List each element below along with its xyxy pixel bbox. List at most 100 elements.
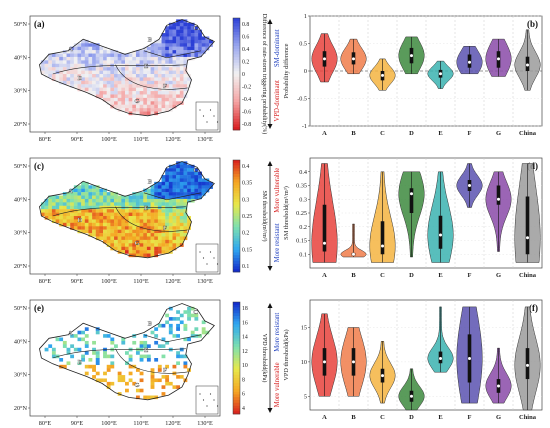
map-pixel xyxy=(168,39,173,44)
colorbar-segment xyxy=(233,207,240,211)
map-pixel xyxy=(176,327,180,331)
map-pixel xyxy=(154,378,159,383)
map-pixel xyxy=(179,175,184,179)
map-pixel xyxy=(92,84,96,88)
map-pixel xyxy=(146,198,151,203)
map-pixel xyxy=(73,80,78,85)
map-pixel xyxy=(161,50,166,54)
map-pixel xyxy=(51,347,56,352)
map-pixel xyxy=(66,192,71,196)
map-pixel xyxy=(99,209,104,213)
map-pixel xyxy=(135,50,140,54)
map-pixel xyxy=(121,222,126,227)
colorbar-segment xyxy=(233,210,240,214)
map-pixel xyxy=(95,327,100,331)
colorbar-segment xyxy=(233,377,240,381)
map-pixel xyxy=(70,77,75,82)
map-pixel xyxy=(146,60,151,64)
colorbar-segment xyxy=(233,68,240,72)
map-pixel xyxy=(117,216,122,220)
map-pixel xyxy=(135,111,140,116)
map-pixel xyxy=(139,354,144,359)
map-pixel xyxy=(73,188,78,193)
map-pixel xyxy=(172,198,177,203)
map-pixel xyxy=(48,74,53,78)
iqr-box xyxy=(380,221,385,255)
map-pixel xyxy=(146,104,151,109)
map-pixel xyxy=(121,233,126,237)
y-axis-label: VPD threshold(kPa) xyxy=(283,329,290,380)
map-pixel xyxy=(121,91,126,95)
map-pixel xyxy=(135,94,140,99)
map-pixel xyxy=(77,60,82,64)
map-pixel xyxy=(190,313,195,318)
map-pixel xyxy=(161,209,166,213)
map-pixel xyxy=(95,229,100,234)
map-pixel xyxy=(84,185,89,189)
map-pixel xyxy=(59,358,64,362)
map-pixel xyxy=(139,70,144,75)
map-pixel xyxy=(168,216,173,220)
map-pixel xyxy=(165,56,170,61)
map-pixel xyxy=(121,250,126,254)
map-pixel xyxy=(168,222,173,227)
map-pixel xyxy=(44,209,49,213)
arrow-head-down xyxy=(267,266,273,271)
colorbar-segment xyxy=(233,255,240,259)
map-pixel xyxy=(81,209,85,213)
lon-tick-label: 110°E xyxy=(133,278,149,285)
map-pixel xyxy=(125,87,129,92)
map-pixel xyxy=(183,175,188,179)
map-pixel xyxy=(190,33,195,37)
colorbar-segment xyxy=(233,244,240,248)
map-pixel xyxy=(143,236,148,241)
median-point xyxy=(468,356,471,360)
map-pixel xyxy=(183,43,188,47)
map-pixel xyxy=(77,337,82,342)
map-pixel xyxy=(172,239,177,244)
map-pixel xyxy=(59,56,64,61)
map-pixel xyxy=(135,70,140,75)
map-pixel xyxy=(66,202,71,206)
colorbar-segment xyxy=(233,358,240,362)
map-pixel xyxy=(77,63,82,68)
map-pixel xyxy=(81,195,85,200)
map-pixel xyxy=(194,53,199,58)
map-pixel xyxy=(110,337,115,342)
map-pixel xyxy=(139,340,144,345)
map-pixel xyxy=(139,60,144,64)
colorbar-segment xyxy=(233,174,240,178)
map-pixel xyxy=(70,198,75,203)
map-pixel xyxy=(88,63,93,68)
map-pixel xyxy=(88,198,93,203)
arrow-head-up xyxy=(267,19,273,24)
map-pixel xyxy=(183,56,188,61)
map-pixel xyxy=(84,327,89,331)
map-pixel xyxy=(128,378,133,383)
lon-tick-label: 90°E xyxy=(71,420,84,427)
map-pixel xyxy=(183,168,188,172)
map-pixel xyxy=(103,216,107,220)
map-pixel xyxy=(70,46,75,51)
lon-tick-label: 130°E xyxy=(197,420,213,427)
colorbar-segment xyxy=(233,179,240,183)
region-boundary xyxy=(115,348,188,374)
map-pixel xyxy=(161,192,166,196)
y-tick-label: 1 xyxy=(304,13,307,20)
inset-island xyxy=(199,251,201,253)
map-pixel xyxy=(154,253,159,258)
map-pixel xyxy=(125,108,129,112)
map-pixel xyxy=(143,101,148,105)
map-pixel xyxy=(135,192,140,196)
map-pixel xyxy=(77,202,82,206)
map-pixel xyxy=(168,74,173,78)
inset-map-box xyxy=(195,385,219,415)
map-pixel xyxy=(92,67,96,71)
map-pixel xyxy=(194,168,199,172)
map-pixel xyxy=(81,39,85,44)
map-pixel xyxy=(135,97,140,102)
map-pixel xyxy=(110,195,115,200)
map-pixel xyxy=(157,222,162,227)
colorbar-segment xyxy=(233,260,240,264)
map-pixel xyxy=(55,77,60,82)
